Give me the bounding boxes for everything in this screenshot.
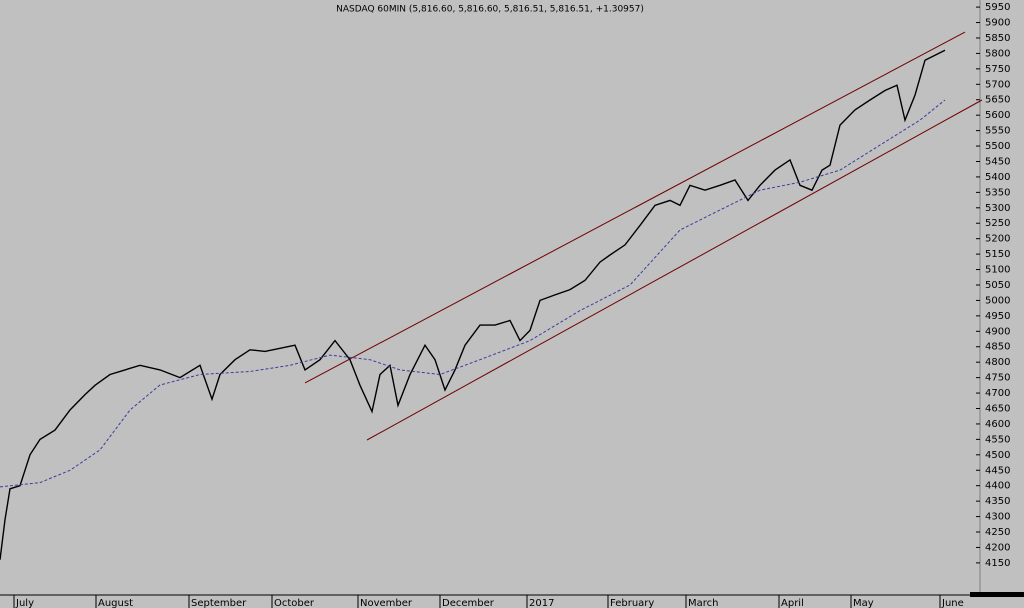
y-tick-label: 5950 bbox=[985, 2, 1010, 13]
y-tick-label: 5400 bbox=[985, 172, 1010, 183]
x-tick-label: June bbox=[941, 598, 964, 608]
chart-title: NASDAQ 60MIN (5,816.60, 5,816.60, 5,816.… bbox=[336, 5, 644, 15]
y-tick-label: 4650 bbox=[985, 404, 1010, 415]
y-tick-label: 5800 bbox=[985, 48, 1010, 59]
x-tick-label: March bbox=[688, 598, 718, 608]
y-tick-label: 5250 bbox=[985, 218, 1010, 229]
y-tick-label: 4550 bbox=[985, 434, 1010, 445]
y-tick-label: 5550 bbox=[985, 126, 1010, 137]
trend-line bbox=[366, 99, 983, 441]
y-tick-label: 5600 bbox=[985, 110, 1010, 121]
y-tick-label: 4850 bbox=[985, 342, 1010, 353]
y-tick-label: 4250 bbox=[985, 527, 1010, 538]
y-tick-label: 5750 bbox=[985, 64, 1010, 75]
x-tick-label: May bbox=[853, 598, 874, 608]
x-tick-label: November bbox=[360, 598, 413, 608]
trend-line bbox=[304, 31, 966, 384]
y-tick-label: 4900 bbox=[985, 326, 1010, 337]
y-tick-label: 4750 bbox=[985, 373, 1010, 384]
y-tick-label: 5050 bbox=[985, 280, 1010, 291]
y-tick-label: 4800 bbox=[985, 357, 1010, 368]
y-tick-label: 5450 bbox=[985, 156, 1010, 167]
x-tick-label: August bbox=[98, 598, 133, 608]
x-tick-label: July bbox=[15, 598, 34, 608]
y-tick-label: 5500 bbox=[985, 141, 1010, 152]
y-tick-label: 5350 bbox=[985, 187, 1010, 198]
y-tick-label: 4500 bbox=[985, 450, 1010, 461]
y-tick-label: 4350 bbox=[985, 496, 1010, 507]
y-tick-label: 5150 bbox=[985, 249, 1010, 260]
scroll-marker bbox=[970, 592, 1024, 597]
x-tick-label: 2017 bbox=[529, 598, 554, 608]
y-tick-label: 5300 bbox=[985, 203, 1010, 214]
y-tick-label: 5850 bbox=[985, 33, 1010, 44]
y-tick-label: 5900 bbox=[985, 18, 1010, 29]
series-line bbox=[0, 49, 946, 560]
y-tick-label: 4400 bbox=[985, 481, 1010, 492]
y-tick-label: 5000 bbox=[985, 295, 1010, 306]
y-tick-label: 4200 bbox=[985, 542, 1010, 553]
y-tick-label: 5200 bbox=[985, 234, 1010, 245]
y-tick-label: 4300 bbox=[985, 512, 1010, 523]
x-tick-label: December bbox=[442, 598, 495, 608]
y-tick-label: 4450 bbox=[985, 465, 1010, 476]
y-tick-label: 4700 bbox=[985, 388, 1010, 399]
x-tick-label: September bbox=[191, 598, 247, 608]
y-tick-label: 5700 bbox=[985, 79, 1010, 90]
y-tick-label: 4600 bbox=[985, 419, 1010, 430]
y-tick-label: 5100 bbox=[985, 265, 1010, 276]
x-tick-label: October bbox=[274, 598, 315, 608]
y-tick-label: 5650 bbox=[985, 95, 1010, 106]
x-tick-label: April bbox=[781, 598, 804, 608]
x-tick-label: February bbox=[610, 598, 654, 608]
y-tick-label: 4950 bbox=[985, 311, 1010, 322]
y-tick-label: 4150 bbox=[985, 558, 1010, 569]
